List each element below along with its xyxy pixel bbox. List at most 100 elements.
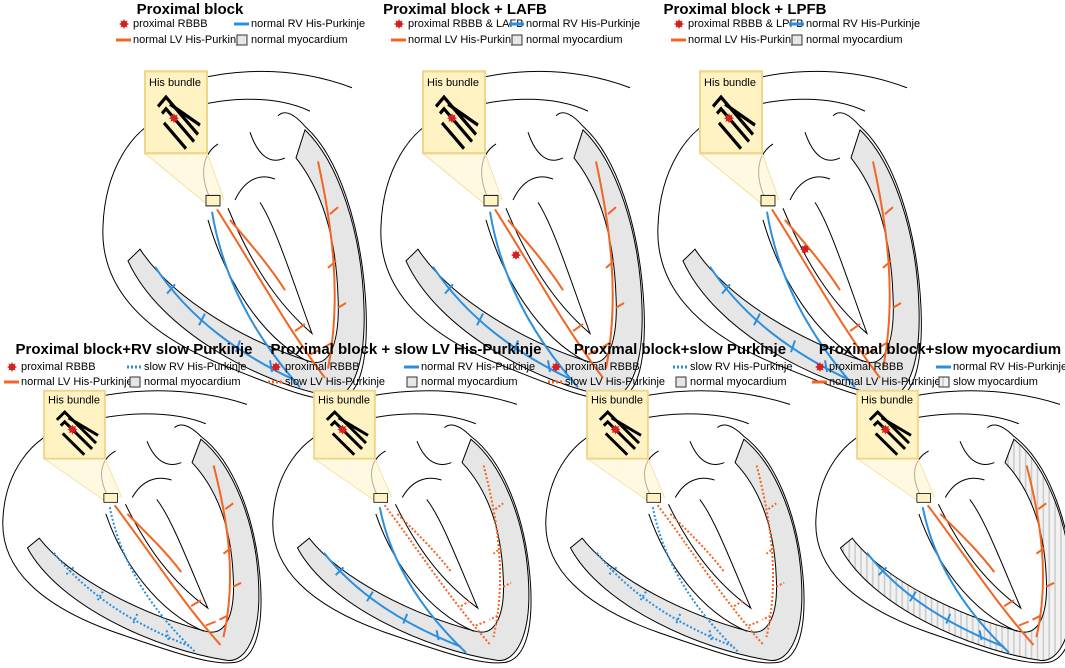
legend-star bbox=[394, 19, 404, 29]
lv-purkinje bbox=[191, 600, 216, 625]
rv-purkinje bbox=[445, 284, 550, 372]
rv-purkinje bbox=[767, 212, 855, 388]
rv-purkinje bbox=[380, 507, 466, 653]
legend-label: slow RV His-Purkinje bbox=[690, 361, 793, 373]
lv-purkinje bbox=[940, 514, 994, 572]
legend-label: normal myocardium bbox=[144, 376, 241, 388]
legend-label: normal RV His-Purkinje bbox=[251, 18, 365, 30]
myocardium bbox=[27, 439, 258, 660]
panel-title: Proximal block+RV slow Purkinje bbox=[16, 341, 253, 358]
legend-label: normal LV His-Purkinje bbox=[408, 34, 520, 46]
legend-label: normal RV His-Purkinje bbox=[953, 361, 1065, 373]
rv-purkinje bbox=[710, 267, 850, 380]
lv-purkinje bbox=[220, 503, 242, 619]
his-small bbox=[760, 194, 776, 207]
lv-purkinje bbox=[230, 220, 285, 290]
heart bbox=[816, 389, 1065, 663]
legend-star bbox=[674, 19, 684, 29]
his-bundle-icon bbox=[598, 410, 642, 456]
legend-box bbox=[236, 34, 248, 46]
his-small bbox=[483, 194, 499, 207]
legend-label: normal RV His-Purkinje bbox=[806, 18, 920, 30]
block-star bbox=[169, 113, 179, 124]
legend-box bbox=[511, 34, 523, 46]
legend-box bbox=[791, 34, 803, 46]
his-label: His bundle bbox=[149, 77, 201, 89]
block-star bbox=[67, 424, 78, 435]
inset-shade bbox=[44, 458, 122, 502]
heart bbox=[3, 389, 261, 663]
lv-purkinje bbox=[658, 505, 764, 645]
myocardium bbox=[297, 439, 528, 660]
lv-purkinje bbox=[115, 505, 221, 645]
his-bundle-icon bbox=[325, 410, 369, 456]
panel-title: Proximal block + LAFB bbox=[383, 1, 547, 18]
lv-purkinje bbox=[772, 209, 880, 377]
his-bundle-icon bbox=[868, 410, 912, 456]
septum bbox=[919, 499, 1021, 631]
lv-purkinje bbox=[757, 465, 773, 637]
lv-purkinje bbox=[670, 514, 724, 572]
lv-purkinje bbox=[508, 220, 563, 290]
legend-box bbox=[938, 376, 950, 388]
myocardium bbox=[840, 439, 1065, 660]
lv-purkinje bbox=[928, 505, 1034, 645]
lv-purkinje bbox=[324, 207, 346, 347]
lv-purkinje bbox=[734, 600, 759, 625]
legend-label: normal LV His-Purkinje bbox=[21, 376, 133, 388]
rv-purkinje bbox=[923, 507, 1009, 653]
rv-purkinje bbox=[110, 507, 196, 653]
rv-purkinje bbox=[324, 553, 461, 647]
heart bbox=[381, 70, 645, 399]
his-label: His bundle bbox=[591, 394, 643, 406]
legend-label: slow LV His-Purkinje bbox=[565, 376, 665, 388]
his-inset bbox=[144, 70, 208, 155]
heart bbox=[658, 70, 922, 399]
inset-shade bbox=[145, 153, 224, 205]
his-bundle-icon bbox=[156, 94, 201, 150]
rv-purkinje bbox=[336, 567, 439, 640]
heart bbox=[273, 389, 531, 663]
his-small bbox=[205, 194, 221, 207]
his-small bbox=[103, 493, 118, 503]
legend-star bbox=[815, 362, 825, 372]
rv-purkinje bbox=[879, 567, 982, 640]
legend-box bbox=[675, 376, 687, 388]
legend-star bbox=[551, 362, 561, 372]
legend-label: proximal RBBB bbox=[21, 361, 96, 373]
panel-title: Proximal block+slow Purkinje bbox=[574, 341, 786, 358]
rv-purkinje bbox=[722, 284, 827, 372]
septum bbox=[649, 499, 751, 631]
block-star bbox=[447, 113, 457, 124]
myocardium bbox=[406, 130, 642, 397]
his-inset bbox=[586, 389, 649, 460]
panel-title: Proximal block + LPFB bbox=[664, 1, 827, 18]
lv-purkinje bbox=[1033, 503, 1055, 619]
inset-shade bbox=[700, 153, 779, 205]
his-label: His bundle bbox=[704, 77, 756, 89]
block-star bbox=[724, 113, 734, 124]
block-star bbox=[337, 424, 348, 435]
lv-purkinje bbox=[217, 209, 325, 377]
lv-purkinje bbox=[763, 503, 785, 619]
rv-purkinje bbox=[490, 212, 578, 388]
legend-label: normal RV His-Purkinje bbox=[526, 18, 640, 30]
legend-star bbox=[119, 19, 129, 29]
legend-box bbox=[129, 376, 141, 388]
block-star bbox=[800, 244, 810, 255]
septum bbox=[486, 202, 590, 361]
septum bbox=[376, 499, 478, 631]
legend-label: normal LV His-Purkinje bbox=[688, 34, 800, 46]
rv-purkinje bbox=[167, 284, 272, 372]
legend-label: normal myocardium bbox=[806, 34, 903, 46]
heart bbox=[546, 389, 804, 663]
his-inset bbox=[699, 70, 763, 155]
legend-label: proximal RBBB bbox=[565, 361, 640, 373]
lv-purkinje bbox=[490, 503, 512, 619]
lv-purkinje bbox=[879, 207, 901, 347]
lv-purkinje bbox=[850, 324, 875, 354]
lv-purkinje bbox=[127, 514, 181, 572]
rv-purkinje bbox=[609, 567, 712, 640]
